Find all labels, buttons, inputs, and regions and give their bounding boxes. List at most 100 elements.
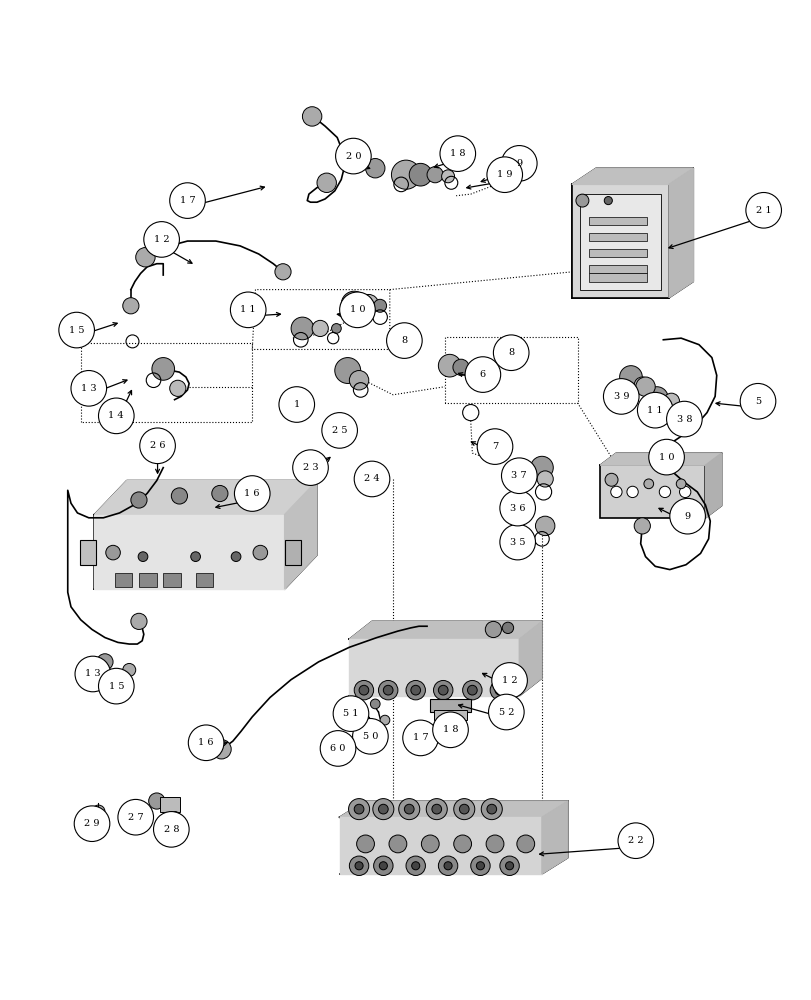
Circle shape [626, 486, 637, 498]
Circle shape [379, 862, 387, 870]
Text: 1 7: 1 7 [179, 196, 195, 205]
Text: 2 7: 2 7 [128, 813, 144, 822]
Circle shape [500, 856, 519, 875]
Polygon shape [705, 453, 721, 518]
Circle shape [491, 663, 526, 698]
Circle shape [536, 471, 552, 487]
Circle shape [358, 685, 368, 695]
Circle shape [279, 387, 314, 422]
Circle shape [138, 552, 148, 562]
Circle shape [373, 299, 386, 312]
Circle shape [406, 856, 425, 875]
Bar [588, 273, 646, 282]
Text: 1 4: 1 4 [109, 411, 124, 420]
Circle shape [234, 476, 270, 511]
Text: 2 4: 2 4 [364, 474, 380, 483]
Circle shape [495, 685, 504, 695]
Circle shape [354, 804, 363, 814]
Text: 1 8: 1 8 [442, 725, 457, 734]
Circle shape [488, 694, 524, 730]
Circle shape [404, 804, 414, 814]
Polygon shape [668, 168, 693, 298]
Circle shape [356, 835, 374, 853]
Circle shape [501, 458, 536, 494]
Circle shape [191, 552, 200, 562]
Circle shape [411, 862, 419, 870]
Circle shape [122, 298, 139, 314]
Circle shape [334, 358, 360, 383]
Circle shape [391, 160, 420, 189]
Circle shape [92, 805, 105, 818]
Circle shape [465, 357, 500, 392]
Circle shape [348, 799, 369, 820]
Text: 1 1: 1 1 [240, 305, 255, 314]
Text: 1 6: 1 6 [198, 738, 213, 747]
Circle shape [410, 685, 420, 695]
Circle shape [58, 312, 94, 348]
Circle shape [487, 157, 522, 192]
Text: 2 9: 2 9 [84, 819, 100, 828]
Text: 9: 9 [684, 512, 690, 521]
Circle shape [431, 804, 441, 814]
Circle shape [97, 654, 113, 670]
Circle shape [171, 488, 187, 504]
Circle shape [386, 323, 422, 358]
Circle shape [459, 804, 469, 814]
Circle shape [440, 136, 475, 171]
Circle shape [212, 485, 228, 502]
Text: 5 2: 5 2 [498, 708, 513, 717]
Circle shape [148, 793, 165, 809]
Text: 7: 7 [491, 442, 497, 451]
Text: 5 0: 5 0 [363, 732, 378, 741]
Circle shape [372, 799, 393, 820]
Circle shape [320, 731, 355, 766]
Circle shape [409, 163, 431, 186]
Circle shape [663, 393, 679, 409]
Circle shape [349, 371, 368, 390]
Polygon shape [541, 801, 567, 874]
Circle shape [462, 680, 482, 700]
Circle shape [530, 456, 552, 479]
Text: 6: 6 [479, 370, 485, 379]
Circle shape [231, 552, 241, 562]
Text: 1 0: 1 0 [350, 305, 365, 314]
Text: 3 5: 3 5 [509, 538, 525, 547]
Circle shape [438, 685, 448, 695]
Circle shape [169, 183, 205, 218]
Circle shape [378, 804, 388, 814]
Circle shape [153, 812, 189, 847]
Circle shape [339, 292, 375, 328]
Circle shape [617, 823, 653, 858]
Bar [588, 265, 646, 273]
Circle shape [575, 194, 588, 207]
Text: 2 0: 2 0 [345, 152, 361, 161]
Circle shape [467, 685, 477, 695]
Circle shape [604, 473, 617, 486]
Text: 1: 1 [294, 400, 299, 409]
Circle shape [648, 439, 684, 475]
Text: 6 0: 6 0 [330, 744, 345, 753]
Circle shape [292, 450, 328, 485]
Text: 2 6: 2 6 [150, 441, 165, 450]
Polygon shape [339, 817, 541, 874]
Text: 1 0: 1 0 [658, 453, 673, 462]
Circle shape [659, 486, 670, 498]
Polygon shape [349, 639, 519, 696]
Bar [139, 573, 157, 587]
Bar [160, 797, 180, 812]
Circle shape [426, 799, 447, 820]
Circle shape [453, 359, 469, 375]
Circle shape [98, 398, 134, 434]
Circle shape [669, 498, 705, 534]
Circle shape [500, 490, 534, 526]
Text: 1 2: 1 2 [501, 676, 517, 685]
Circle shape [354, 862, 363, 870]
Circle shape [645, 387, 667, 409]
Circle shape [502, 622, 513, 634]
Bar [195, 573, 213, 587]
Circle shape [476, 862, 484, 870]
Circle shape [316, 173, 336, 192]
Circle shape [635, 377, 654, 396]
Text: 1 5: 1 5 [109, 682, 124, 691]
Circle shape [370, 699, 380, 709]
